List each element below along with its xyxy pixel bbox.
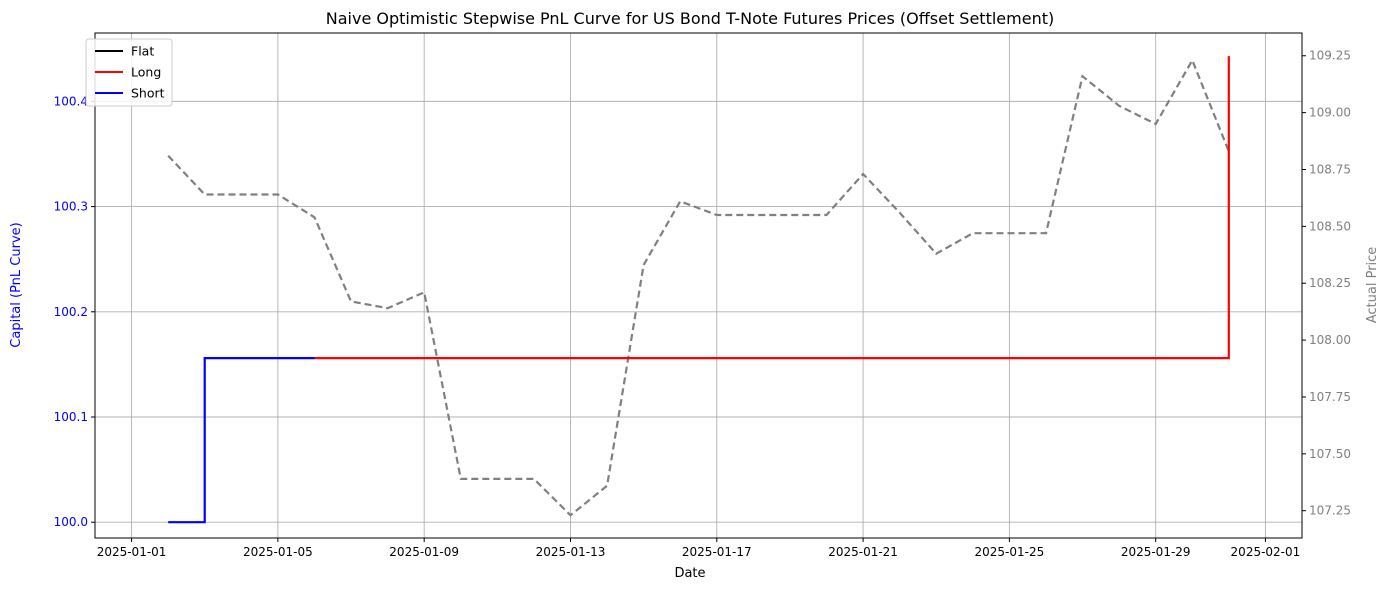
x-tick-label: 2025-01-29 xyxy=(1121,545,1191,559)
plot-frame xyxy=(94,32,1303,539)
legend-label-long: Long xyxy=(131,65,161,80)
right-y-tick-label: 107.50 xyxy=(1309,447,1351,461)
x-tick-label: 2025-02-01 xyxy=(1231,545,1301,559)
chart-title: Naive Optimistic Stepwise PnL Curve for … xyxy=(326,9,1054,28)
x-tick-label: 2025-01-17 xyxy=(682,545,752,559)
right-y-tick-label: 107.25 xyxy=(1309,504,1351,518)
left-y-axis-label: Capital (PnL Curve) xyxy=(9,222,24,347)
legend-label-short: Short xyxy=(131,86,165,101)
right-y-axis: 107.25 107.50 107.75 108.00 108.25 108.50 108.… xyxy=(1302,49,1351,518)
x-axis-label: Date xyxy=(674,566,705,581)
x-tick-label: 2025-01-25 xyxy=(975,545,1045,559)
x-tick-label: 2025-01-05 xyxy=(243,545,313,559)
legend-label-flat: Flat xyxy=(131,44,154,59)
price-line xyxy=(167,57,1230,517)
x-tick-label: 2025-01-09 xyxy=(389,545,459,559)
right-y-tick-label: 109.00 xyxy=(1309,106,1351,120)
left-y-tick-label: 100.4 xyxy=(54,94,88,108)
left-y-axis: 100.0 100.1 100.2 100.3 100.4 xyxy=(54,94,95,529)
left-y-tick-label: 100.1 xyxy=(54,410,88,424)
pnl-series xyxy=(168,56,1230,524)
legend: Flat Long Short xyxy=(85,38,173,107)
left-y-tick-label: 100.0 xyxy=(54,515,88,529)
price-series xyxy=(167,57,1230,517)
left-y-tick-label: 100.2 xyxy=(54,305,88,319)
right-y-tick-label: 109.25 xyxy=(1309,49,1351,63)
legend-box xyxy=(85,38,173,107)
pnl-line-short xyxy=(168,357,315,524)
x-tick-label: 2025-01-01 xyxy=(97,545,167,559)
left-y-tick-label: 100.3 xyxy=(54,200,88,214)
grid-lines xyxy=(95,33,1302,538)
right-y-tick-label: 107.75 xyxy=(1309,390,1351,404)
right-y-axis-label: Actual Price xyxy=(1365,247,1380,324)
x-axis: 2025-01-01 2025-01-05 2025-01-09 2025-01-13… xyxy=(97,538,1301,559)
pnl-line-long xyxy=(314,56,1230,360)
right-y-tick-label: 108.75 xyxy=(1309,162,1351,176)
x-tick-label: 2025-01-13 xyxy=(536,545,606,559)
x-tick-label: 2025-01-21 xyxy=(828,545,898,559)
right-y-tick-label: 108.25 xyxy=(1309,276,1351,290)
right-y-tick-label: 108.50 xyxy=(1309,219,1351,233)
right-y-tick-label: 108.00 xyxy=(1309,333,1351,347)
